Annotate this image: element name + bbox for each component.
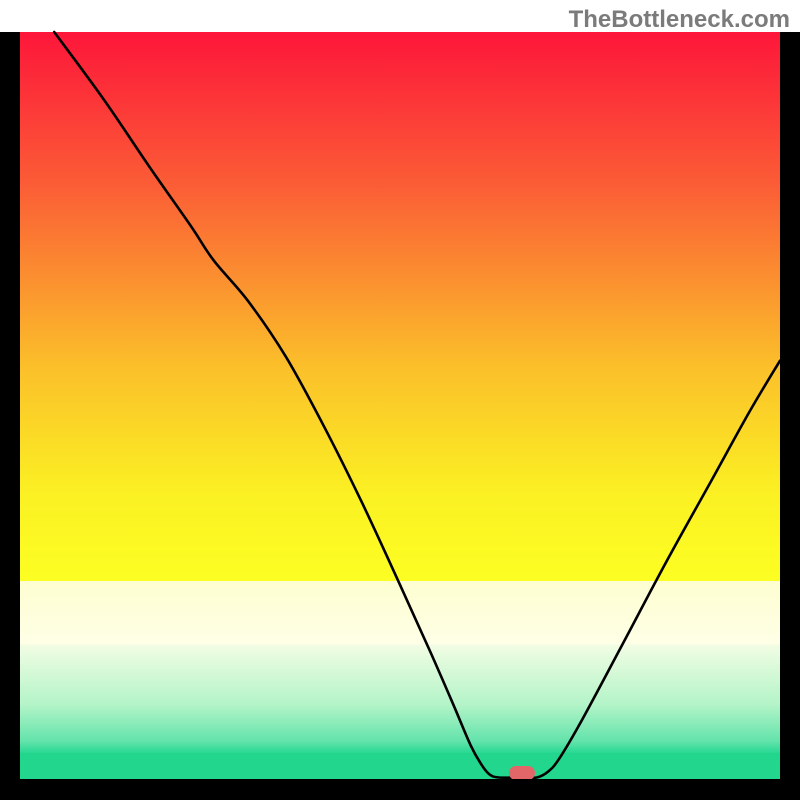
border-right [780,32,800,800]
bottleneck-curve [54,32,780,778]
chart-container: { "watermark": { "text": "TheBottleneck.… [0,0,800,800]
border-left [0,32,20,800]
border-bottom [0,779,800,800]
curve-svg [0,0,800,800]
watermark-text: TheBottleneck.com [569,6,790,34]
